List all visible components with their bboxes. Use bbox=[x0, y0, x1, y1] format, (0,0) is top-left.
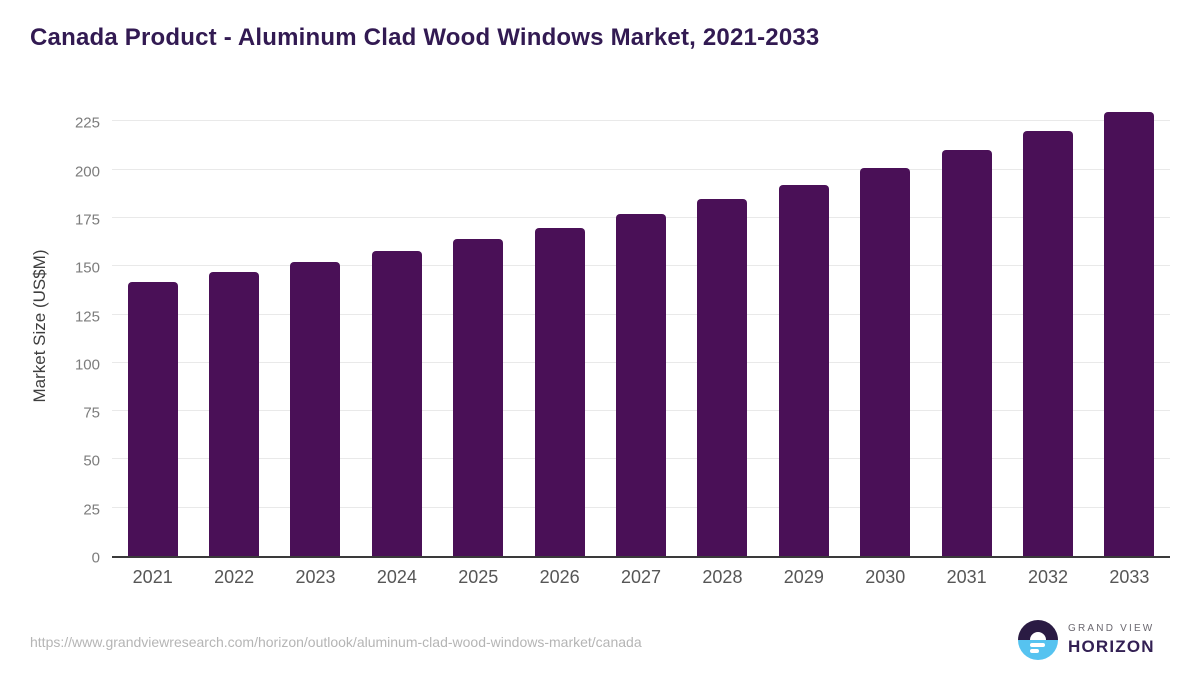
x-axis-label-2033: 2033 bbox=[1109, 567, 1150, 587]
bar-2021[interactable] bbox=[127, 281, 178, 556]
bar-slot-2023 bbox=[275, 102, 356, 556]
y-tick-label-125: 125 bbox=[74, 308, 100, 326]
x-axis-label-2024: 2024 bbox=[376, 567, 417, 587]
sun-reflection-line bbox=[1030, 643, 1045, 647]
bar-2031[interactable] bbox=[941, 150, 992, 556]
bar-slot-2029 bbox=[763, 102, 844, 556]
bar-slot-2028 bbox=[682, 102, 763, 556]
bar-slot-2022 bbox=[193, 102, 274, 556]
y-axis-ticks: 0 25 50 75 100 125 150 175 200 225 bbox=[0, 102, 100, 566]
x-axis-label-2029: 2029 bbox=[783, 567, 824, 587]
y-tick-label-75: 75 bbox=[83, 404, 100, 422]
bar-2022[interactable] bbox=[209, 272, 260, 556]
sun-reflection-line bbox=[1030, 649, 1039, 653]
x-axis-label-2027: 2027 bbox=[621, 567, 662, 587]
y-tick-label-150: 150 bbox=[74, 259, 100, 277]
x-axis-label-2026: 2026 bbox=[539, 567, 580, 587]
bar-2023[interactable] bbox=[290, 262, 341, 556]
bar-2032[interactable] bbox=[1022, 130, 1073, 556]
x-axis-label-2021: 2021 bbox=[132, 567, 173, 587]
x-axis-label-2028: 2028 bbox=[702, 567, 743, 587]
x-axis-label-2031: 2031 bbox=[946, 567, 987, 587]
x-axis-label-2032: 2032 bbox=[1027, 567, 1069, 587]
grand-view-horizon-logo[interactable]: GRAND VIEW HORIZON bbox=[1018, 620, 1155, 660]
bar-2026[interactable] bbox=[534, 227, 585, 556]
sun-shape bbox=[1030, 632, 1046, 640]
bar-slot-2026 bbox=[519, 102, 600, 556]
bars-container bbox=[112, 102, 1170, 556]
logo-grand-view-label: GRAND VIEW bbox=[1068, 623, 1155, 634]
x-axis-label-2025: 2025 bbox=[458, 567, 499, 587]
gridline-225 bbox=[112, 120, 1170, 122]
bar-2024[interactable] bbox=[371, 250, 422, 556]
bar-2033[interactable] bbox=[1104, 111, 1155, 556]
bar-2029[interactable] bbox=[778, 185, 829, 556]
page-title: Canada Product - Aluminum Clad Wood Wind… bbox=[30, 24, 820, 51]
source-url: https://www.grandviewresearch.com/horizo… bbox=[30, 634, 642, 650]
bar-slot-2031 bbox=[926, 102, 1007, 556]
y-tick-label-225: 225 bbox=[74, 114, 100, 132]
gridline-200 bbox=[112, 168, 1170, 170]
bar-slot-2024 bbox=[356, 102, 437, 556]
bar-2028[interactable] bbox=[697, 198, 748, 556]
x-axis-label-2023: 2023 bbox=[295, 567, 336, 587]
x-axis-label-2030: 2030 bbox=[865, 567, 906, 587]
y-tick-label-175: 175 bbox=[74, 211, 100, 229]
bar-2030[interactable] bbox=[860, 167, 911, 556]
bar-slot-2032 bbox=[1007, 102, 1088, 556]
y-tick-label-100: 100 bbox=[74, 356, 100, 374]
logo-text: GRAND VIEW HORIZON bbox=[1068, 623, 1155, 657]
bar-slot-2027 bbox=[600, 102, 681, 556]
bar-2025[interactable] bbox=[453, 239, 504, 556]
plot-area bbox=[112, 102, 1170, 558]
bar-slot-2025 bbox=[438, 102, 519, 556]
bar-slot-2033 bbox=[1089, 102, 1170, 556]
bar-2027[interactable] bbox=[616, 214, 667, 556]
y-tick-label-50: 50 bbox=[83, 452, 100, 470]
y-tick-label-25: 25 bbox=[83, 501, 100, 519]
bar-slot-2021 bbox=[112, 102, 193, 556]
bar-slot-2030 bbox=[845, 102, 926, 556]
logo-horizon-label: HORIZON bbox=[1068, 637, 1155, 656]
x-axis-label-2022: 2022 bbox=[214, 567, 255, 587]
y-tick-label-0: 0 bbox=[91, 549, 100, 567]
y-tick-label-200: 200 bbox=[74, 163, 100, 181]
x-axis-labels: 2021 2022 2023 2024 2025 2026 2027 2028 2029 2030… bbox=[112, 567, 1170, 588]
sunset-horizon-icon bbox=[1018, 620, 1058, 660]
